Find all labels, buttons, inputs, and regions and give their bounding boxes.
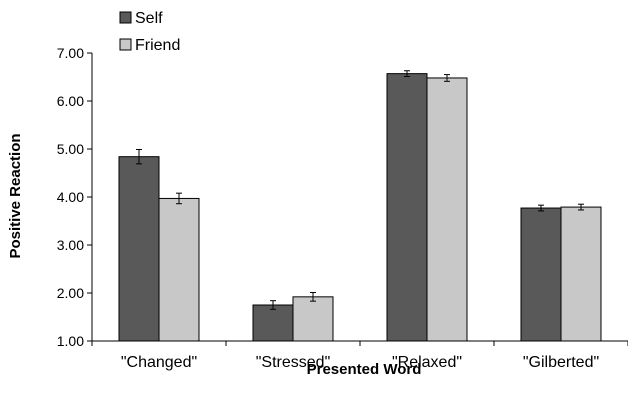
x-axis-title: Presented Word <box>307 361 422 378</box>
x-tick-label: "Stressed" <box>256 354 331 371</box>
y-tick-label: 2.00 <box>57 285 84 301</box>
x-tick-label: "Relaxed" <box>392 354 462 371</box>
bar-self <box>386 73 428 342</box>
legend-label-self: Self <box>135 10 163 27</box>
x-tick-label: "Changed" <box>121 354 197 371</box>
bar-friend <box>426 77 468 342</box>
y-tick-label: 6.00 <box>57 93 84 109</box>
y-tick-label: 7.00 <box>57 45 84 61</box>
legend-label-friend: Friend <box>135 37 180 54</box>
y-tick-label: 4.00 <box>57 189 84 205</box>
bar-self <box>252 304 294 342</box>
x-tick-label: "Gilberted" <box>523 354 599 371</box>
bar-self <box>520 207 562 342</box>
bar-self <box>118 156 160 342</box>
bar-friend <box>560 206 602 342</box>
y-axis-title: Positive Reaction <box>7 133 24 258</box>
legend-swatch-self <box>119 11 132 24</box>
bar-friend <box>292 296 334 342</box>
y-tick-label: 5.00 <box>57 141 84 157</box>
legend: Self Friend <box>119 10 180 54</box>
y-tick-label: 1.00 <box>57 333 84 349</box>
bar-friend <box>158 197 200 342</box>
plot-area: 1.00 2.00 3.00 4.00 5.00 6.00 7.00 "Changed" "St… <box>57 45 628 371</box>
y-tick-label: 3.00 <box>57 237 84 253</box>
legend-swatch-friend <box>119 38 132 51</box>
